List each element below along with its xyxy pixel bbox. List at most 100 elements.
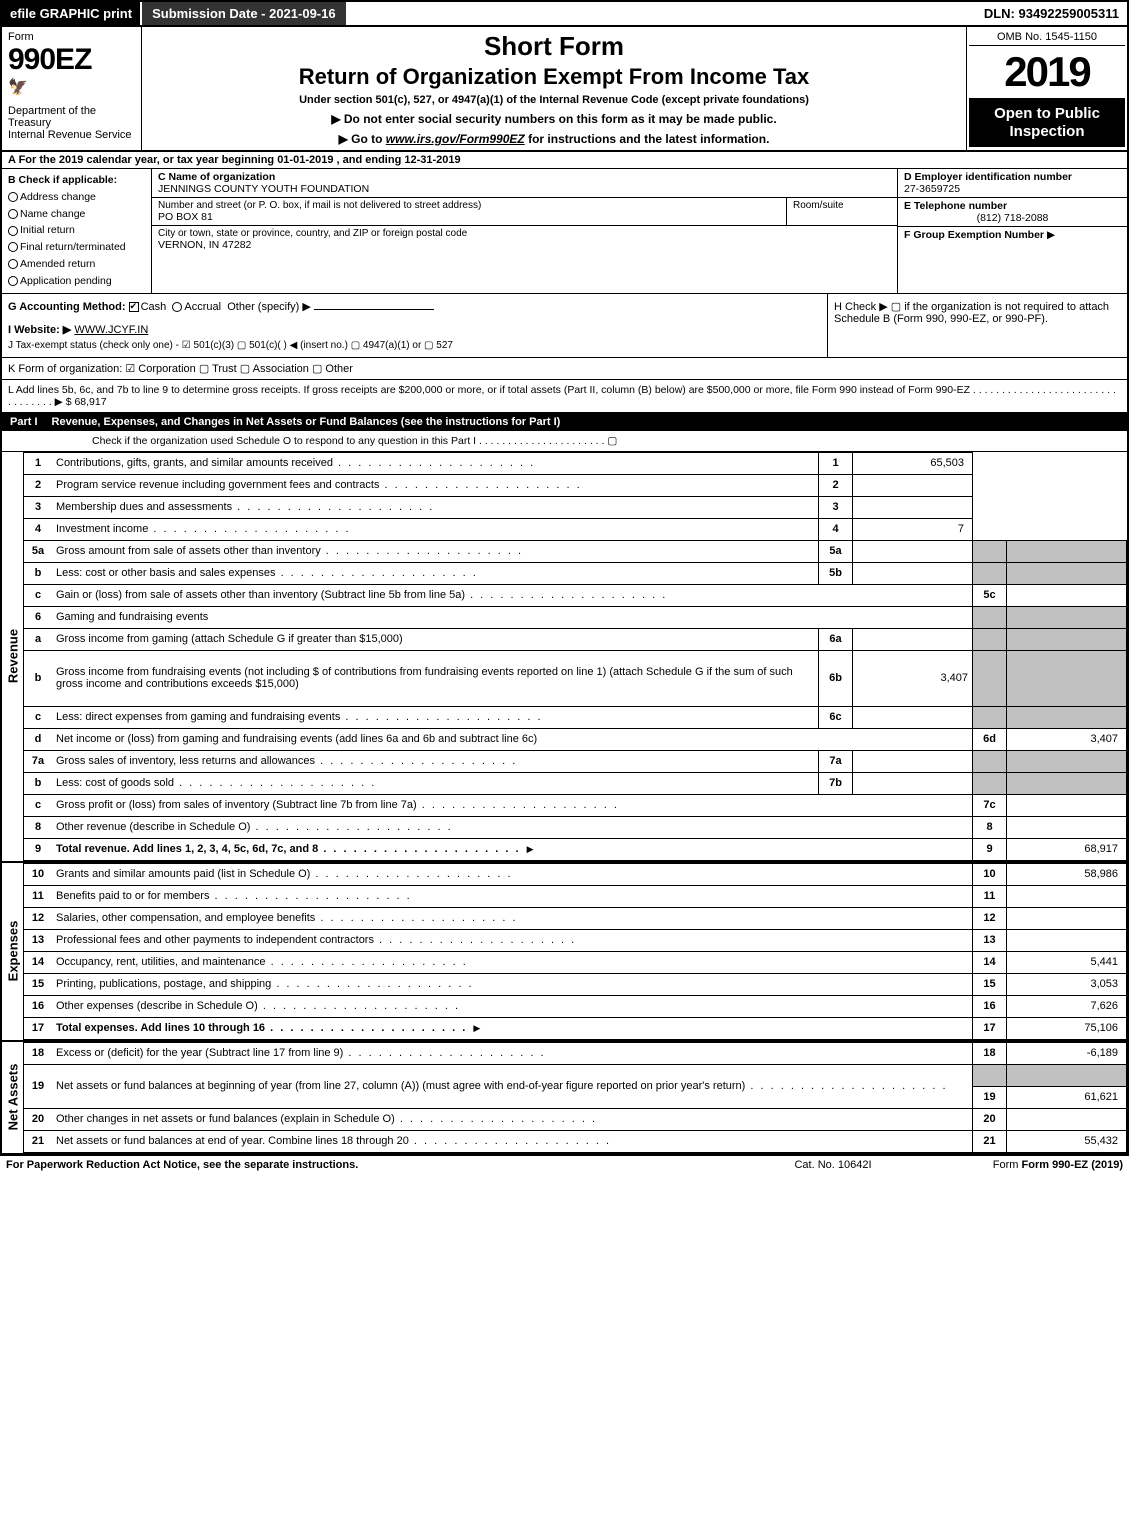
rn-1: 1 — [819, 452, 853, 474]
greyv-7a — [1007, 750, 1127, 772]
rn-19: 19 — [973, 1086, 1007, 1108]
rv-5c — [1007, 584, 1127, 606]
rv-14: 5,441 — [1007, 951, 1127, 973]
ln-4: 4 — [24, 518, 52, 540]
footer-form-ref: Form Form 990-EZ (2019) — [923, 1159, 1123, 1171]
desc-14: Occupancy, rent, utilities, and maintena… — [52, 951, 973, 973]
rv-9: 68,917 — [1007, 838, 1127, 860]
arrow-icon — [470, 1022, 483, 1034]
desc-20: Other changes in net assets or fund bala… — [52, 1108, 973, 1130]
sv-6b: 3,407 — [853, 650, 973, 706]
ln-15: 15 — [24, 973, 52, 995]
rn-16: 16 — [973, 995, 1007, 1017]
chk-cash[interactable] — [129, 302, 139, 312]
chk-final-return[interactable]: Final return/terminated — [8, 239, 145, 256]
efile-print-label[interactable]: efile GRAPHIC print — [2, 2, 140, 25]
rn-11: 11 — [973, 885, 1007, 907]
ln-5c: c — [24, 584, 52, 606]
rn-7c: 7c — [973, 794, 1007, 816]
row-j: J Tax-exempt status (check only one) - ☑… — [8, 340, 821, 351]
website-link[interactable]: WWW.JCYF.IN — [74, 324, 148, 336]
info-grid: B Check if applicable: Address change Na… — [0, 169, 1129, 294]
rv-10: 58,986 — [1007, 863, 1127, 885]
box-d: D Employer identification number 27-3659… — [898, 169, 1127, 198]
expenses-table: 10Grants and similar amounts paid (list … — [24, 863, 1127, 1040]
ln-5b: b — [24, 562, 52, 584]
ln-6: 6 — [24, 606, 52, 628]
net-assets-vlabel: Net Assets — [2, 1042, 24, 1153]
g-cash: Cash — [141, 301, 167, 313]
row-g: G Accounting Method: Cash Accrual Other … — [2, 294, 827, 357]
rv-20 — [1007, 1108, 1127, 1130]
desc-5b: Less: cost or other basis and sales expe… — [52, 562, 819, 584]
rn-9: 9 — [973, 838, 1007, 860]
sn-5a: 5a — [819, 540, 853, 562]
ssn-warning: ▶ Do not enter social security numbers o… — [150, 112, 958, 126]
desc-21: Net assets or fund balances at end of ye… — [52, 1130, 973, 1152]
rv-12 — [1007, 907, 1127, 929]
city-state-zip: VERNON, IN 47282 — [158, 239, 891, 251]
greyv-5b — [1007, 562, 1127, 584]
chk-amended-return[interactable]: Amended return — [8, 256, 145, 273]
rn-10: 10 — [973, 863, 1007, 885]
short-form-title: Short Form — [150, 31, 958, 62]
go-to-pre: ▶ Go to — [339, 132, 386, 146]
box-b-title: B Check if applicable: — [8, 172, 145, 189]
rn-13: 13 — [973, 929, 1007, 951]
ln-18: 18 — [24, 1042, 52, 1064]
tax-year: 2019 — [969, 46, 1125, 99]
g-other-line[interactable] — [314, 309, 434, 310]
chk-initial-return[interactable]: Initial return — [8, 222, 145, 239]
desc-6: Gaming and fundraising events — [52, 606, 973, 628]
box-f: F Group Exemption Number ▶ — [898, 227, 1127, 243]
desc-19: Net assets or fund balances at beginning… — [52, 1064, 973, 1108]
header-left: Form 990EZ 🦅 Department of the Treasury … — [2, 27, 142, 150]
irs-link[interactable]: www.irs.gov/Form990EZ — [386, 132, 525, 146]
grey-6c — [973, 706, 1007, 728]
rv-13 — [1007, 929, 1127, 951]
grey-6b — [973, 650, 1007, 706]
chk-name-change[interactable]: Name change — [8, 206, 145, 223]
expenses-section: Expenses 10Grants and similar amounts pa… — [0, 863, 1129, 1040]
sv-5a — [853, 540, 973, 562]
chk-accrual[interactable] — [172, 302, 182, 312]
sv-7b — [853, 772, 973, 794]
under-section: Under section 501(c), 527, or 4947(a)(1)… — [150, 94, 958, 106]
desc-2: Program service revenue including govern… — [52, 474, 819, 496]
rv-2 — [853, 474, 973, 496]
desc-7b: Less: cost of goods sold — [52, 772, 819, 794]
desc-16: Other expenses (describe in Schedule O) — [52, 995, 973, 1017]
rn-4: 4 — [819, 518, 853, 540]
rv-8 — [1007, 816, 1127, 838]
ln-1: 1 — [24, 452, 52, 474]
rn-18: 18 — [973, 1042, 1007, 1064]
sv-6c — [853, 706, 973, 728]
spacer — [346, 2, 976, 25]
rn-2: 2 — [819, 474, 853, 496]
revenue-section: Revenue 1Contributions, gifts, grants, a… — [0, 452, 1129, 861]
ln-10: 10 — [24, 863, 52, 885]
greyv-6 — [1007, 606, 1127, 628]
return-title: Return of Organization Exempt From Incom… — [150, 64, 958, 90]
grey-6 — [973, 606, 1007, 628]
desc-1: Contributions, gifts, grants, and simila… — [52, 452, 819, 474]
irs-seal-icon: 🦅 — [8, 77, 135, 97]
desc-10: Grants and similar amounts paid (list in… — [52, 863, 973, 885]
desc-15: Printing, publications, postage, and shi… — [52, 973, 973, 995]
rv-15: 3,053 — [1007, 973, 1127, 995]
dept-treasury: Department of the Treasury — [8, 105, 135, 129]
rv-16: 7,626 — [1007, 995, 1127, 1017]
ln-11: 11 — [24, 885, 52, 907]
ein-value: 27-3659725 — [904, 183, 1121, 195]
rv-18: -6,189 — [1007, 1042, 1127, 1064]
chk-address-change[interactable]: Address change — [8, 189, 145, 206]
rv-17: 75,106 — [1007, 1017, 1127, 1039]
box-f-label: F Group Exemption Number — [904, 229, 1044, 241]
greyv-5a — [1007, 540, 1127, 562]
form-header: Form 990EZ 🦅 Department of the Treasury … — [0, 27, 1129, 152]
grey-6a — [973, 628, 1007, 650]
ln-6a: a — [24, 628, 52, 650]
grey-7a — [973, 750, 1007, 772]
rv-11 — [1007, 885, 1127, 907]
chk-application-pending[interactable]: Application pending — [8, 273, 145, 290]
